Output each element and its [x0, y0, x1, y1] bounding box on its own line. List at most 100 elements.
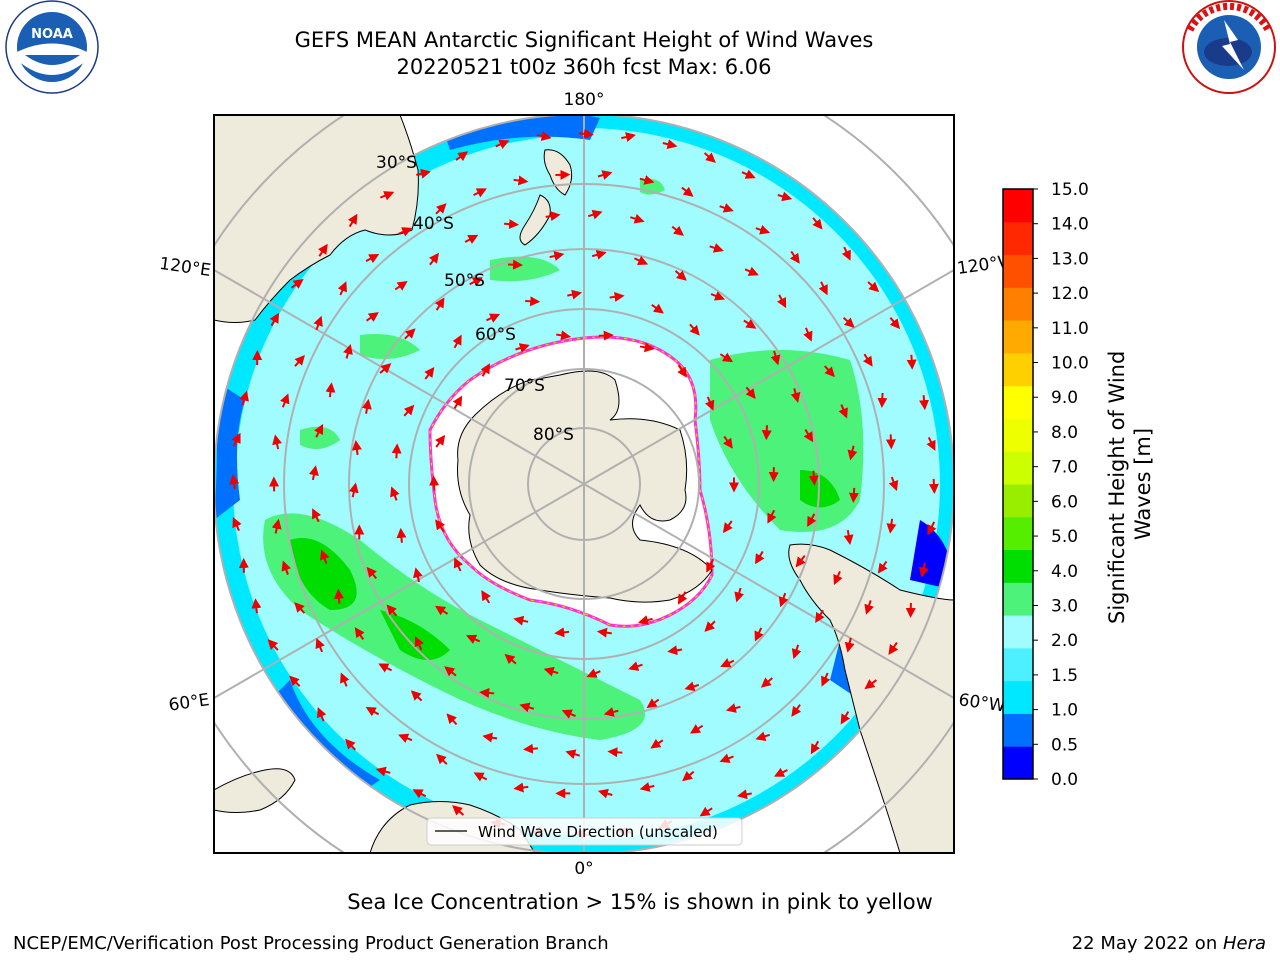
- wave-direction-arrow: [607, 747, 623, 758]
- lat-label-50s: 50°S: [444, 271, 485, 291]
- wave-direction-arrow: [320, 549, 330, 564]
- wave-direction-arrow: [867, 281, 880, 293]
- wave-direction-arrow: [565, 749, 581, 760]
- wave-direction-arrow: [325, 382, 336, 398]
- wave-direction-arrow: [504, 653, 517, 665]
- colorbar-tick-label: 2.0: [1051, 631, 1078, 651]
- chart-title: GEFS MEAN Antarctic Significant Height o…: [294, 28, 874, 52]
- wave-direction-arrow: [348, 482, 359, 498]
- wave-direction-arrow: [549, 251, 565, 261]
- wave-direction-arrow: [918, 562, 929, 578]
- wave-direction-arrow: [294, 354, 305, 367]
- wave-direction-arrow: [704, 396, 715, 411]
- colorbar-tick-label: 0.0: [1051, 770, 1078, 790]
- colorbar-band: [1003, 549, 1033, 583]
- nws-logo: [1182, 0, 1276, 94]
- wave-direction-arrow: [290, 279, 304, 289]
- lat-label-80s: 80°S: [533, 425, 574, 445]
- wave-direction-arrow: [681, 186, 694, 197]
- wave-direction-arrow: [337, 281, 347, 296]
- wave-direction-arrow: [848, 487, 859, 503]
- australia-land: [214, 115, 419, 323]
- credit-text: NCEP/EMC/Verification Post Processing Pr…: [13, 933, 609, 954]
- wave-direction-arrow: [823, 365, 835, 378]
- wave-direction-arrow: [378, 663, 393, 673]
- colorbar-tick-label: 11.0: [1051, 319, 1089, 339]
- wave-direction-arrow: [345, 738, 356, 751]
- colorbar-tick-label: 9.0: [1051, 388, 1078, 408]
- colorbar-tick-label: 13.0: [1051, 249, 1089, 269]
- wave-direction-arrow: [755, 550, 765, 565]
- wave-direction-arrow: [634, 255, 649, 265]
- wave-direction-arrow: [386, 604, 398, 617]
- wave-direction-arrow: [315, 637, 325, 653]
- wave-direction-arrow: [536, 131, 552, 141]
- new-zealand-south-land: [519, 194, 551, 246]
- wave-direction-arrow: [435, 519, 446, 533]
- colorbar-tick-label: 8.0: [1051, 423, 1078, 443]
- wave-direction-arrow: [621, 132, 636, 142]
- colorbar-label-line1: Significant Height of Wind: [1105, 351, 1129, 624]
- wave-direction-arrow: [597, 788, 613, 799]
- wave-direction-arrow: [543, 666, 559, 677]
- wave-direction-arrow: [841, 246, 851, 261]
- wave-direction-arrow: [398, 733, 413, 743]
- wave-direction-arrow: [379, 191, 395, 201]
- wave-direction-arrow: [513, 175, 529, 186]
- wave-direction-arrow: [838, 404, 848, 419]
- wave-direction-arrow: [888, 642, 899, 655]
- colorbar-band: [1003, 254, 1033, 288]
- wave-direction-arrow: [833, 570, 843, 586]
- wave-direction-arrow: [803, 429, 814, 443]
- wave-direction-arrow: [452, 334, 462, 349]
- wave-direction-arrow: [313, 315, 323, 331]
- wave-direction-arrow: [444, 666, 457, 677]
- colorbar-tick-label: 12.0: [1051, 284, 1089, 304]
- wave-direction-arrow: [480, 363, 490, 377]
- wave-direction-arrow: [312, 508, 322, 523]
- wave-direction-arrow: [340, 672, 350, 687]
- wave-direction-arrow: [927, 521, 937, 536]
- wave-direction-arrow: [840, 711, 851, 725]
- wave-direction-arrow: [351, 440, 362, 456]
- wave-direction-arrow: [314, 423, 324, 438]
- wave-direction-arrow: [808, 470, 819, 486]
- wave-direction-arrow: [365, 254, 380, 264]
- wave-direction-arrow: [843, 529, 854, 545]
- wave-direction-arrow: [628, 661, 643, 671]
- wave-direction-arrow: [650, 738, 664, 749]
- lon-label-0: 0°: [574, 859, 593, 879]
- colorbar-tick-label: 6.0: [1051, 492, 1078, 512]
- wave-direction-arrow: [412, 789, 427, 799]
- wave-direction-arrow: [413, 567, 423, 583]
- wave-direction-arrow: [561, 709, 576, 719]
- wave-direction-arrow: [709, 243, 724, 253]
- wave-direction-arrow: [375, 766, 391, 777]
- wave-direction-arrow: [452, 805, 465, 816]
- colorbar-tick-label: 7.0: [1051, 458, 1078, 478]
- wave-direction-arrow: [281, 560, 291, 575]
- wave-direction-arrow: [229, 474, 240, 490]
- colorbar-band: [1003, 713, 1033, 747]
- wave-direction-arrow: [453, 557, 463, 572]
- wave-direction-arrow: [515, 343, 530, 353]
- wave-direction-arrow: [366, 566, 378, 580]
- wave-direction-arrow: [429, 475, 440, 491]
- wave-direction-arrow: [410, 690, 423, 702]
- wave-direction-arrow: [773, 767, 788, 777]
- wave-direction-arrow: [810, 740, 821, 755]
- wave-direction-arrow: [365, 312, 379, 322]
- wave-direction-arrow: [719, 753, 734, 763]
- wave-direction-arrow: [396, 527, 407, 543]
- wave-direction-arrow: [481, 590, 491, 604]
- colorbar-band: [1003, 516, 1033, 551]
- wave-direction-arrow: [703, 152, 716, 163]
- wave-direction-arrow: [587, 209, 603, 220]
- wave-direction-arrow: [651, 303, 664, 314]
- lat-label-70s: 70°S: [504, 376, 545, 396]
- colorbar-band: [1003, 221, 1033, 256]
- wave-direction-arrow: [269, 312, 280, 327]
- colorbar-ticks: 15.0 14.0 13.0 12.0 11.0 10.0 9.0 8.0 7.0 6.0 5.0 4…: [1033, 180, 1089, 790]
- colorbar-band: [1003, 746, 1033, 780]
